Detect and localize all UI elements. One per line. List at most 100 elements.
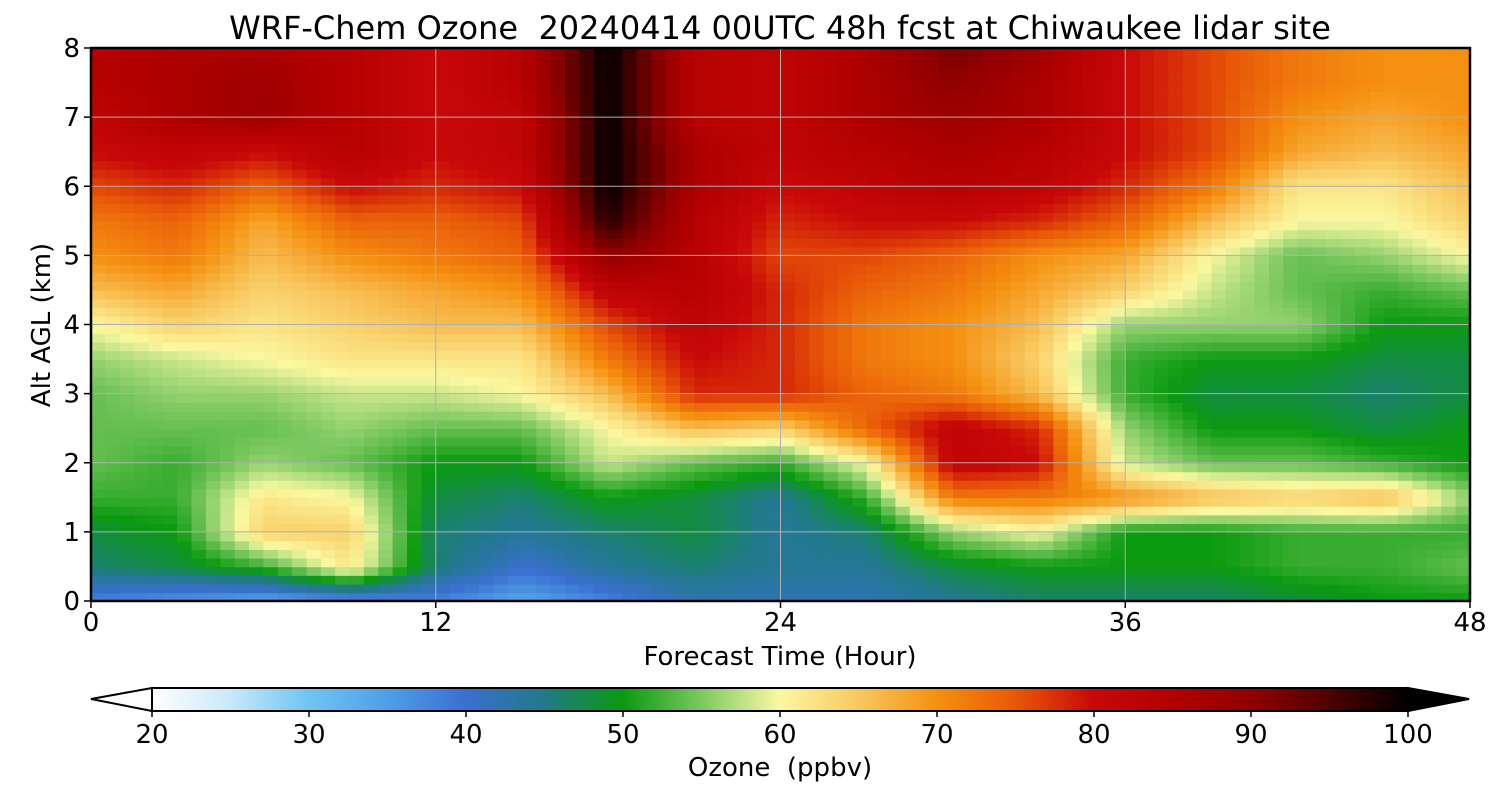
heatmap-cell bbox=[349, 531, 365, 542]
heatmap-cell bbox=[565, 168, 581, 179]
heatmap-cell bbox=[306, 471, 322, 481]
heatmap-cell bbox=[837, 151, 854, 162]
heatmap-cell bbox=[952, 238, 969, 248]
heatmap-cell bbox=[780, 99, 796, 110]
heatmap-cell bbox=[1010, 540, 1026, 550]
heatmap-cell bbox=[91, 298, 107, 309]
heatmap-cell bbox=[335, 272, 351, 283]
heatmap-cell bbox=[593, 480, 609, 490]
heatmap-cell bbox=[694, 281, 710, 291]
heatmap-cell bbox=[378, 454, 394, 464]
heatmap-cell bbox=[536, 281, 552, 291]
heatmap-cell bbox=[119, 246, 135, 257]
heatmap-cell bbox=[91, 333, 107, 343]
heatmap-cell bbox=[1010, 229, 1026, 239]
heatmap-cell bbox=[622, 99, 638, 110]
heatmap-cell bbox=[723, 99, 739, 110]
heatmap-cell bbox=[407, 445, 423, 455]
heatmap-cell bbox=[148, 160, 164, 170]
heatmap-cell bbox=[651, 48, 667, 58]
heatmap-cell bbox=[636, 497, 653, 507]
heatmap-cell bbox=[1168, 540, 1184, 550]
heatmap-cell bbox=[1211, 575, 1227, 585]
heatmap-cell bbox=[536, 246, 552, 257]
heatmap-cell bbox=[493, 428, 509, 438]
heatmap-cell bbox=[565, 48, 581, 58]
heatmap-cell bbox=[349, 281, 365, 291]
heatmap-cell bbox=[737, 298, 753, 309]
heatmap-cell bbox=[1096, 324, 1112, 334]
heatmap-cell bbox=[378, 143, 394, 153]
heatmap-cell bbox=[119, 160, 135, 170]
heatmap-cell bbox=[952, 514, 969, 525]
heatmap-cell bbox=[651, 125, 667, 136]
heatmap-cell bbox=[220, 540, 236, 550]
heatmap-cell bbox=[162, 272, 178, 283]
heatmap-cell bbox=[521, 65, 538, 75]
heatmap-cell bbox=[191, 108, 207, 118]
heatmap-cell bbox=[1067, 454, 1083, 464]
heatmap-cell bbox=[665, 436, 681, 447]
heatmap-cell bbox=[363, 48, 380, 58]
heatmap-cell bbox=[579, 82, 595, 92]
heatmap-cell bbox=[263, 194, 279, 205]
heatmap-cell bbox=[837, 376, 854, 386]
heatmap-cell bbox=[177, 177, 193, 188]
heatmap-cell bbox=[938, 220, 954, 231]
heatmap-cell bbox=[421, 117, 437, 127]
heatmap-cell bbox=[521, 480, 538, 490]
heatmap-cell bbox=[493, 549, 509, 559]
heatmap-cell bbox=[263, 289, 279, 300]
heatmap-cell bbox=[91, 125, 107, 136]
heatmap-cell bbox=[694, 108, 710, 118]
heatmap-cell bbox=[1024, 56, 1040, 67]
heatmap-cell bbox=[995, 65, 1012, 75]
heatmap-cell bbox=[306, 91, 322, 101]
heatmap-cell bbox=[1082, 557, 1098, 568]
heatmap-cell bbox=[794, 82, 811, 92]
heatmap-cell bbox=[220, 428, 236, 438]
heatmap-cell bbox=[579, 575, 595, 585]
heatmap-cell bbox=[464, 583, 480, 594]
heatmap-cell bbox=[363, 566, 380, 576]
heatmap-cell bbox=[737, 315, 753, 326]
heatmap-cell bbox=[392, 583, 408, 594]
heatmap-cell bbox=[636, 462, 653, 473]
heatmap-cell bbox=[1110, 298, 1127, 309]
heatmap-cell bbox=[91, 177, 107, 188]
heatmap-cell bbox=[593, 410, 609, 421]
heatmap-cell bbox=[751, 540, 767, 550]
heatmap-cell bbox=[737, 246, 753, 257]
heatmap-cell bbox=[636, 65, 653, 75]
heatmap-cell bbox=[435, 393, 451, 404]
heatmap-cell bbox=[665, 212, 681, 222]
heatmap-cell bbox=[995, 99, 1012, 110]
heatmap-cell bbox=[320, 125, 336, 136]
heatmap-cell bbox=[1197, 557, 1213, 568]
heatmap-cell bbox=[277, 393, 293, 404]
heatmap-cell bbox=[723, 272, 739, 283]
heatmap-cell bbox=[794, 419, 811, 429]
heatmap-cell bbox=[1182, 583, 1198, 594]
heatmap-cell bbox=[1168, 238, 1184, 248]
heatmap-cell bbox=[751, 143, 767, 153]
heatmap-cell bbox=[1010, 307, 1026, 317]
heatmap-cell bbox=[823, 246, 839, 257]
heatmap-cell bbox=[708, 583, 724, 594]
heatmap-cell bbox=[292, 281, 308, 291]
heatmap-cell bbox=[622, 315, 638, 326]
heatmap-cell bbox=[751, 333, 767, 343]
heatmap-cell bbox=[636, 160, 653, 170]
heatmap-cell bbox=[608, 238, 624, 248]
heatmap-cell bbox=[119, 65, 135, 75]
heatmap-cell bbox=[651, 488, 667, 499]
heatmap-cell bbox=[622, 134, 638, 144]
heatmap-cell bbox=[651, 480, 667, 490]
heatmap-cell bbox=[1182, 419, 1198, 429]
heatmap-cell bbox=[205, 350, 222, 360]
heatmap-cell bbox=[550, 471, 566, 481]
heatmap-cell bbox=[1197, 540, 1213, 550]
heatmap-cell bbox=[794, 229, 811, 239]
heatmap-cell bbox=[651, 367, 667, 378]
heatmap-cell bbox=[378, 480, 394, 490]
